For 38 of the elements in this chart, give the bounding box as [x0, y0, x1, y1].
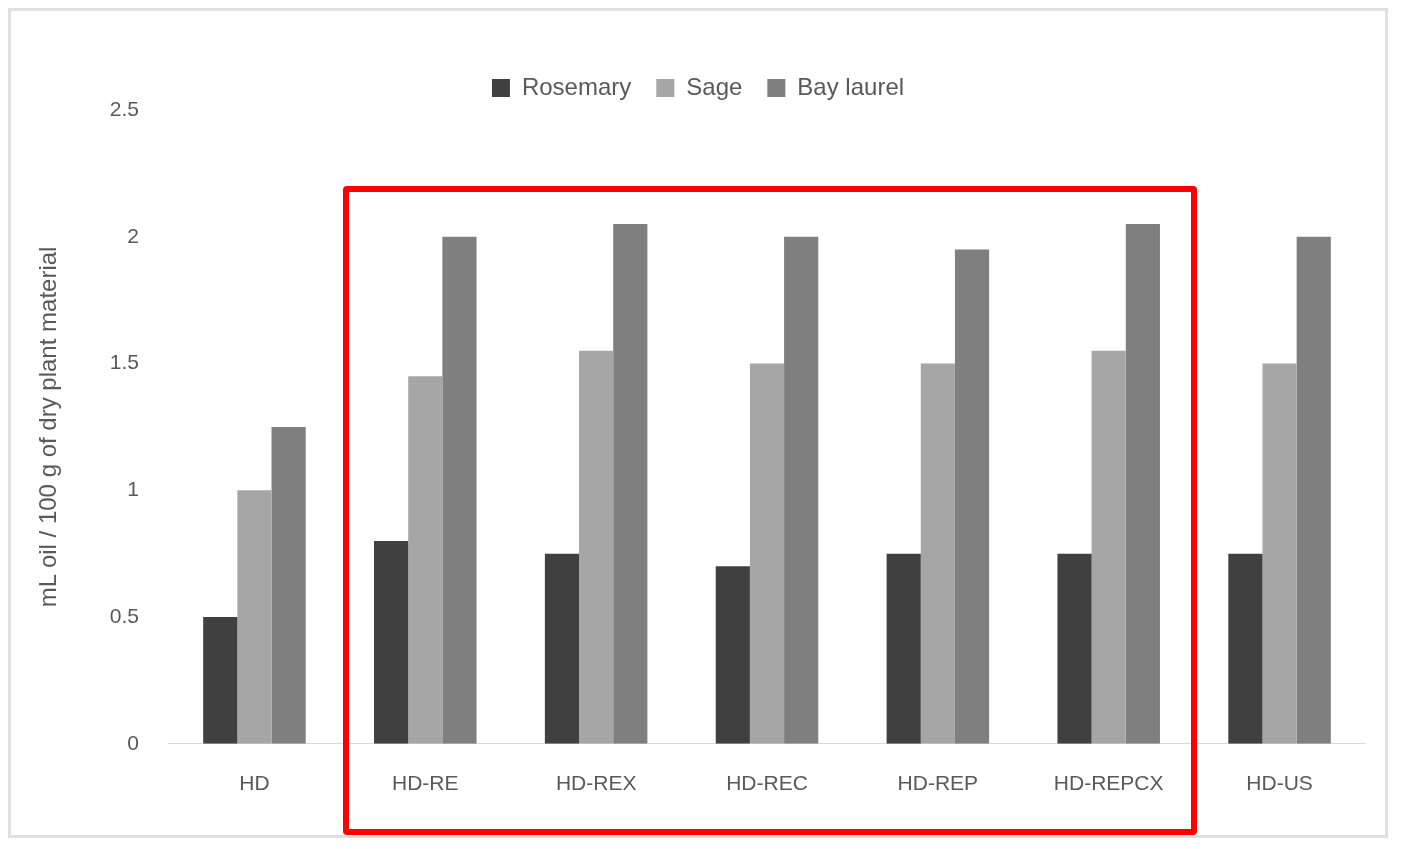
y-tick-label: 2 [127, 223, 139, 247]
bar [544, 553, 580, 744]
bar [886, 553, 921, 744]
x-tick-label: HD-RE [392, 771, 459, 795]
y-tick-label: 1.5 [109, 350, 139, 374]
bar [271, 426, 306, 744]
bar [1228, 553, 1263, 744]
bar [579, 350, 614, 744]
x-tick-label: HD-REC [726, 771, 808, 795]
bar [784, 236, 819, 744]
bar [408, 376, 443, 744]
legend-label: Bay laurel [797, 72, 905, 100]
bar [1057, 553, 1092, 744]
y-tick-label: 1 [127, 477, 139, 501]
y-tick-label: 2.5 [109, 96, 139, 120]
bar [749, 363, 785, 744]
bar [1296, 236, 1331, 744]
bar [442, 236, 477, 744]
y-tick-label: 0.5 [109, 603, 139, 627]
y-axis-title: mL oil / 100 g of dry plant material [34, 246, 62, 608]
x-tick-label: HD-REX [555, 771, 637, 795]
bar [203, 617, 238, 744]
bar [715, 566, 750, 744]
bar [920, 363, 955, 744]
y-tick-label: 0 [127, 730, 139, 754]
bar [613, 224, 648, 744]
x-tick-label: HD-REP [897, 771, 979, 795]
bar [237, 490, 272, 744]
bar [374, 540, 409, 744]
bar [1125, 224, 1160, 744]
bar [1091, 350, 1126, 744]
x-tick-label: HD [239, 771, 270, 795]
x-tick-label: HD-US [1246, 771, 1313, 795]
x-tick-label: HD-REPCX [1053, 771, 1164, 795]
legend-label: Rosemary [521, 72, 632, 100]
legend-label: Sage [686, 72, 743, 100]
bar [1262, 363, 1297, 744]
bar [954, 249, 990, 744]
